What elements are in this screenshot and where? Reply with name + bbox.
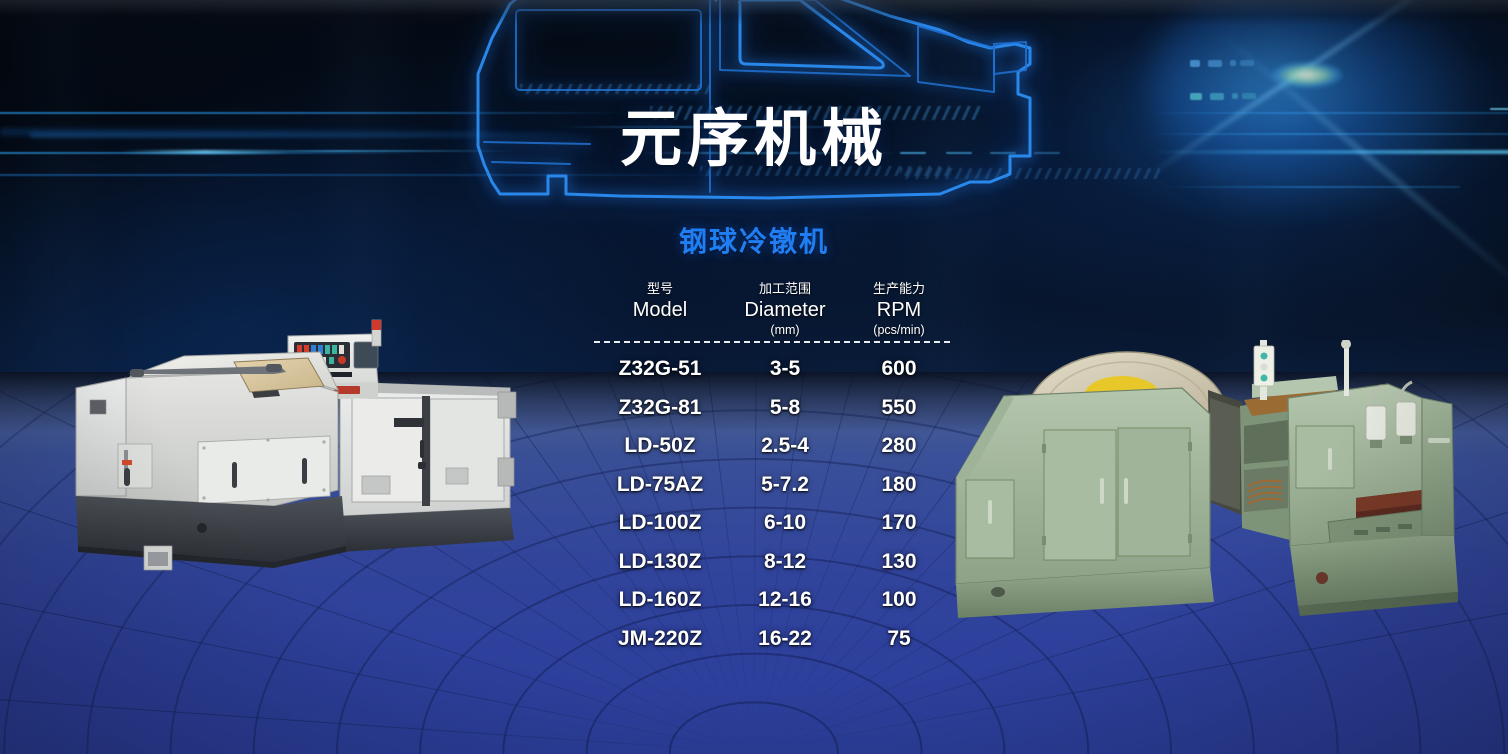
cell-rpm: 100 xyxy=(881,588,917,612)
cell-diameter: 16-22 xyxy=(758,626,812,650)
cell-model: LD-50Z xyxy=(624,434,696,458)
column-header-rpm-unit: (pcs/min) xyxy=(873,323,925,337)
column-header-diameter: 加工范围 Diameter (mm) xyxy=(726,282,844,338)
column-header-rpm-en: RPM xyxy=(876,299,922,321)
cell-model: JM-220Z xyxy=(617,626,703,650)
cell-model: LD-160Z xyxy=(618,588,702,612)
table-row: LD-100Z 6-10 170 xyxy=(594,504,954,543)
cell-model: Z32G-81 xyxy=(618,395,702,419)
cell-rpm: 170 xyxy=(881,511,917,535)
cell-model: LD-100Z xyxy=(618,511,702,535)
cell-diameter: 5-8 xyxy=(769,395,801,419)
table-row: LD-75AZ 5-7.2 180 xyxy=(594,466,954,505)
column-header-rpm-cn: 生产能力 xyxy=(872,282,925,297)
spec-table-header: 型号 Model 加工范围 Diameter (mm) 生产能力 RPM (pc… xyxy=(594,282,954,338)
spec-table-body: Z32G-51 3-5 600 Z32G-81 5-8 550 LD-50Z 2.5-4 280… xyxy=(594,350,954,658)
table-divider xyxy=(594,341,950,343)
cell-rpm: 75 xyxy=(887,626,911,650)
spec-table: 型号 Model 加工范围 Diameter (mm) 生产能力 RPM (pc… xyxy=(594,282,954,658)
cell-rpm: 130 xyxy=(881,549,917,573)
column-header-diameter-unit: (mm) xyxy=(770,323,800,337)
table-row: LD-160Z 12-16 100 xyxy=(594,581,954,620)
cell-rpm: 600 xyxy=(881,357,917,381)
column-header-model-en: Model xyxy=(632,299,688,321)
table-row: LD-130Z 8-12 130 xyxy=(594,543,954,582)
column-header-diameter-cn: 加工范围 xyxy=(758,282,811,297)
column-header-model-cn: 型号 xyxy=(646,282,673,297)
table-row: Z32G-51 3-5 600 xyxy=(594,350,954,389)
cell-model: Z32G-51 xyxy=(618,357,702,381)
column-header-model: 型号 Model xyxy=(594,282,726,338)
tech-streak-lines xyxy=(0,0,1508,306)
left-machine-image xyxy=(75,319,517,571)
cell-model: LD-75AZ xyxy=(616,472,704,496)
cell-model: LD-130Z xyxy=(618,549,702,573)
table-row: Z32G-81 5-8 550 xyxy=(594,389,954,428)
column-header-rpm: 生产能力 RPM (pcs/min) xyxy=(844,282,954,338)
cell-diameter: 3-5 xyxy=(769,357,801,381)
cell-rpm: 280 xyxy=(881,434,917,458)
cell-diameter: 2.5-4 xyxy=(761,434,809,458)
table-row: JM-220Z 16-22 75 xyxy=(594,620,954,659)
cell-diameter: 5-7.2 xyxy=(761,472,809,496)
page-title: 元序机械 xyxy=(619,102,888,175)
product-subtitle: 钢球冷镦机 xyxy=(678,225,829,258)
cell-diameter: 8-12 xyxy=(763,549,807,573)
right-machine-image xyxy=(955,340,1458,618)
cell-rpm: 180 xyxy=(881,472,917,496)
cell-rpm: 550 xyxy=(881,395,917,419)
lens-flare-halo xyxy=(1150,0,1480,210)
cell-diameter: 12-16 xyxy=(758,588,812,612)
column-header-diameter-en: Diameter xyxy=(744,299,826,321)
lens-flare-core xyxy=(1272,62,1342,88)
cell-diameter: 6-10 xyxy=(763,511,807,535)
table-row: LD-50Z 2.5-4 280 xyxy=(594,427,954,466)
